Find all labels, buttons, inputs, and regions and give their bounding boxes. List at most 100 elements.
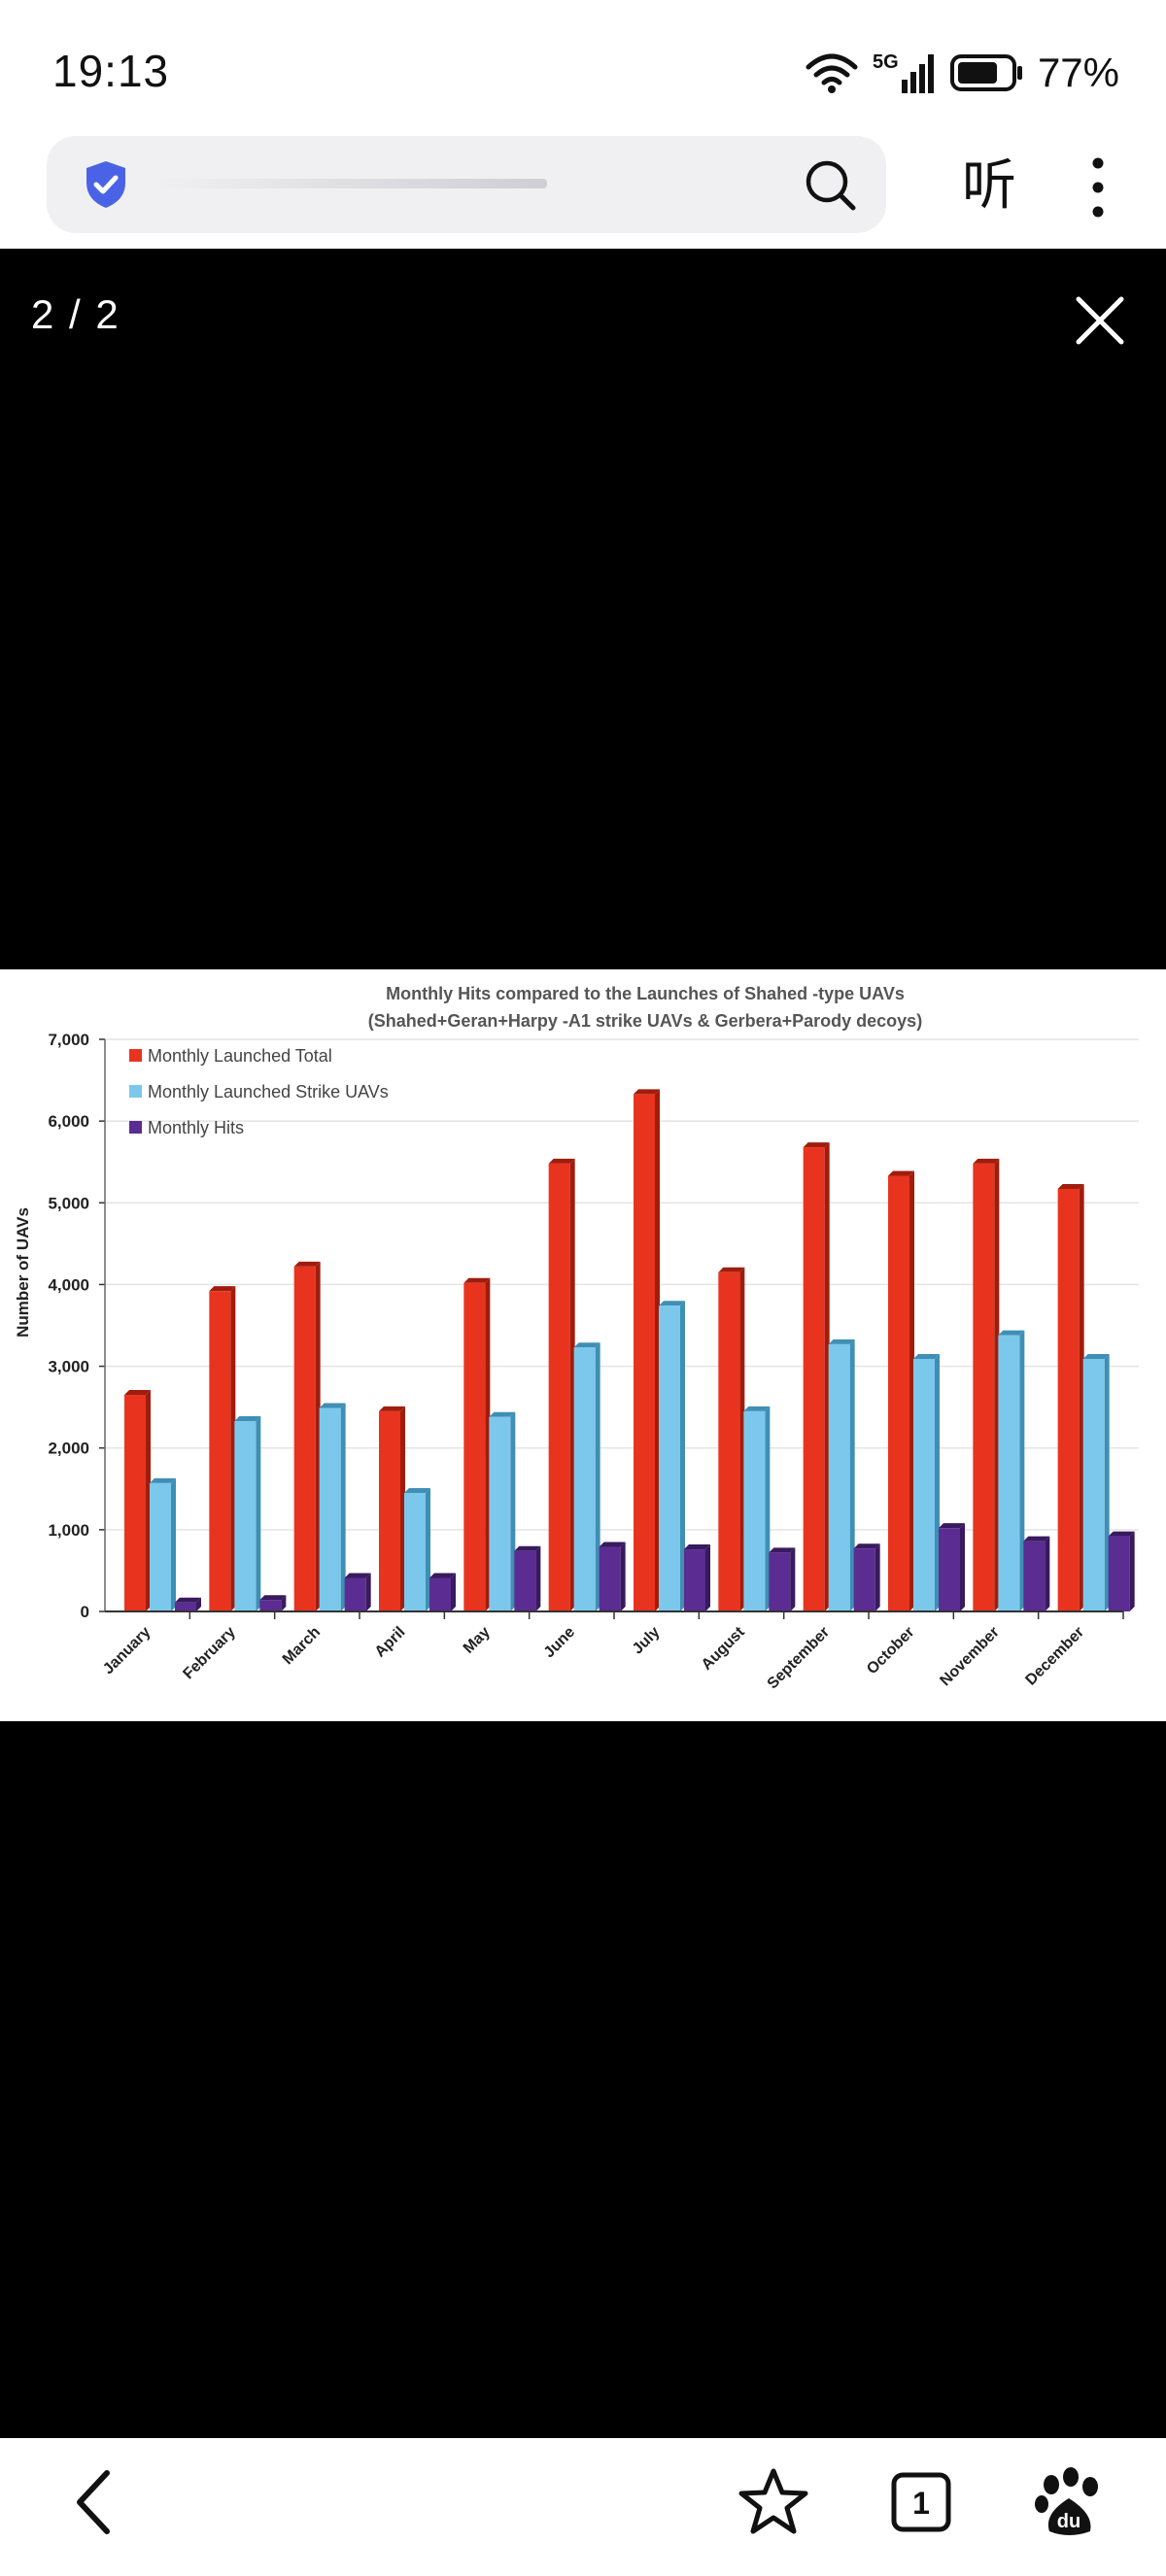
status-icons: 5G 77% — [805, 49, 1119, 97]
bar-2-march — [344, 1577, 366, 1611]
x-tick-label: November — [937, 1624, 1002, 1689]
y-tick-label: 3,000 — [48, 1358, 89, 1376]
bar-side — [535, 1545, 541, 1611]
bar-side — [510, 1411, 516, 1611]
bar-top — [344, 1573, 371, 1578]
bar-side — [315, 1261, 321, 1611]
x-tick-label: May — [461, 1624, 494, 1657]
legend-label: Monthly Hits — [148, 1118, 244, 1137]
bar-0-june — [548, 1163, 570, 1611]
bar-1-july — [659, 1305, 680, 1611]
bar-side — [485, 1277, 491, 1611]
bar-top — [319, 1403, 346, 1408]
bar-side — [1129, 1531, 1135, 1611]
bar-side — [196, 1597, 201, 1611]
bar-1-april — [404, 1492, 426, 1611]
bar-0-march — [293, 1266, 316, 1611]
bar-side — [909, 1170, 914, 1611]
bar-0-may — [463, 1282, 486, 1611]
listen-button[interactable]: 听 — [962, 154, 1016, 218]
x-tick-label: September — [765, 1624, 834, 1693]
bar-top — [718, 1267, 745, 1272]
y-tick-label: 1,000 — [48, 1521, 89, 1540]
x-tick-label: October — [864, 1624, 917, 1678]
bar-side — [705, 1544, 710, 1611]
bar-top — [888, 1170, 914, 1176]
bar-1-march — [319, 1407, 341, 1611]
x-tick-label: June — [541, 1624, 578, 1661]
legend-swatch — [129, 1085, 142, 1098]
bar-2-june — [599, 1546, 621, 1611]
bar-2-october — [939, 1528, 960, 1611]
url-text — [154, 179, 547, 188]
bar-top — [234, 1415, 261, 1421]
bar-2-may — [514, 1550, 536, 1611]
address-bar[interactable] — [47, 136, 886, 233]
bar-top — [769, 1547, 796, 1553]
y-tick-label: 2,000 — [48, 1440, 89, 1458]
legend-swatch — [129, 1049, 142, 1062]
y-tick-label: 7,000 — [48, 1031, 89, 1049]
x-tick-label: August — [699, 1623, 748, 1673]
bar-side — [765, 1406, 771, 1611]
y-tick-label: 5,000 — [48, 1194, 89, 1212]
bar-2-november — [1023, 1541, 1046, 1611]
bar-side — [1079, 1183, 1084, 1611]
image-viewer: 2 / 2 Monthly Hits compared to the Launc… — [0, 249, 1166, 2438]
bar-top — [209, 1286, 236, 1292]
shield-icon[interactable] — [84, 159, 128, 210]
bar-top — [293, 1261, 321, 1267]
bar-top — [175, 1597, 201, 1603]
bar-0-july — [634, 1094, 655, 1611]
bar-top — [939, 1523, 965, 1529]
bar-side — [849, 1339, 855, 1611]
star-icon[interactable] — [735, 2463, 812, 2541]
bar-side — [146, 1390, 151, 1611]
bar-top — [634, 1089, 660, 1095]
bar-0-december — [1057, 1188, 1080, 1611]
status-bar: 19:13 5G 77% — [0, 0, 1166, 136]
network-type-label: 5G — [873, 51, 899, 73]
browser-toolbar: 听 — [0, 136, 1166, 249]
bar-1-october — [913, 1358, 935, 1611]
bar-side — [569, 1158, 575, 1611]
bar-top — [684, 1544, 710, 1550]
bar-1-january — [150, 1482, 171, 1611]
x-tick-label: April — [372, 1624, 409, 1661]
bar-side — [171, 1477, 176, 1611]
bar-0-january — [124, 1395, 146, 1611]
more-options-icon[interactable] — [1079, 153, 1117, 221]
x-tick-label: February — [180, 1624, 239, 1683]
bar-top — [514, 1545, 541, 1551]
bar-side — [1104, 1353, 1110, 1611]
chevron-left-icon[interactable] — [58, 2463, 136, 2541]
bar-top — [379, 1406, 405, 1411]
baidu-paw-icon[interactable]: du — [1030, 2463, 1108, 2541]
search-icon[interactable] — [803, 157, 857, 212]
bottom-navigation: 1 du — [0, 2438, 1166, 2576]
bar-top — [803, 1142, 830, 1148]
bar-top — [463, 1277, 491, 1283]
bar-1-february — [234, 1420, 257, 1611]
bar-2-august — [769, 1552, 791, 1611]
bar-top — [599, 1542, 626, 1547]
bar-top — [548, 1158, 575, 1164]
bar-top — [659, 1301, 685, 1306]
bar-side — [994, 1158, 1000, 1611]
chart-title: Monthly Hits compared to the Launches of… — [386, 984, 905, 1003]
image-counter: 2 / 2 — [31, 291, 120, 337]
bar-top — [1057, 1183, 1084, 1189]
y-tick-label: 6,000 — [48, 1112, 89, 1131]
tabs-icon[interactable]: 1 — [882, 2463, 960, 2541]
wifi-icon — [806, 53, 858, 93]
close-icon[interactable] — [1073, 293, 1127, 348]
bar-1-november — [998, 1335, 1020, 1611]
bar-top — [998, 1330, 1025, 1336]
bar-1-december — [1082, 1358, 1105, 1611]
bar-side — [935, 1353, 940, 1611]
bar-2-february — [259, 1600, 282, 1611]
bar-1-june — [573, 1347, 596, 1611]
bar-top — [828, 1339, 855, 1344]
legend-swatch — [129, 1121, 142, 1134]
bar-side — [256, 1415, 261, 1611]
